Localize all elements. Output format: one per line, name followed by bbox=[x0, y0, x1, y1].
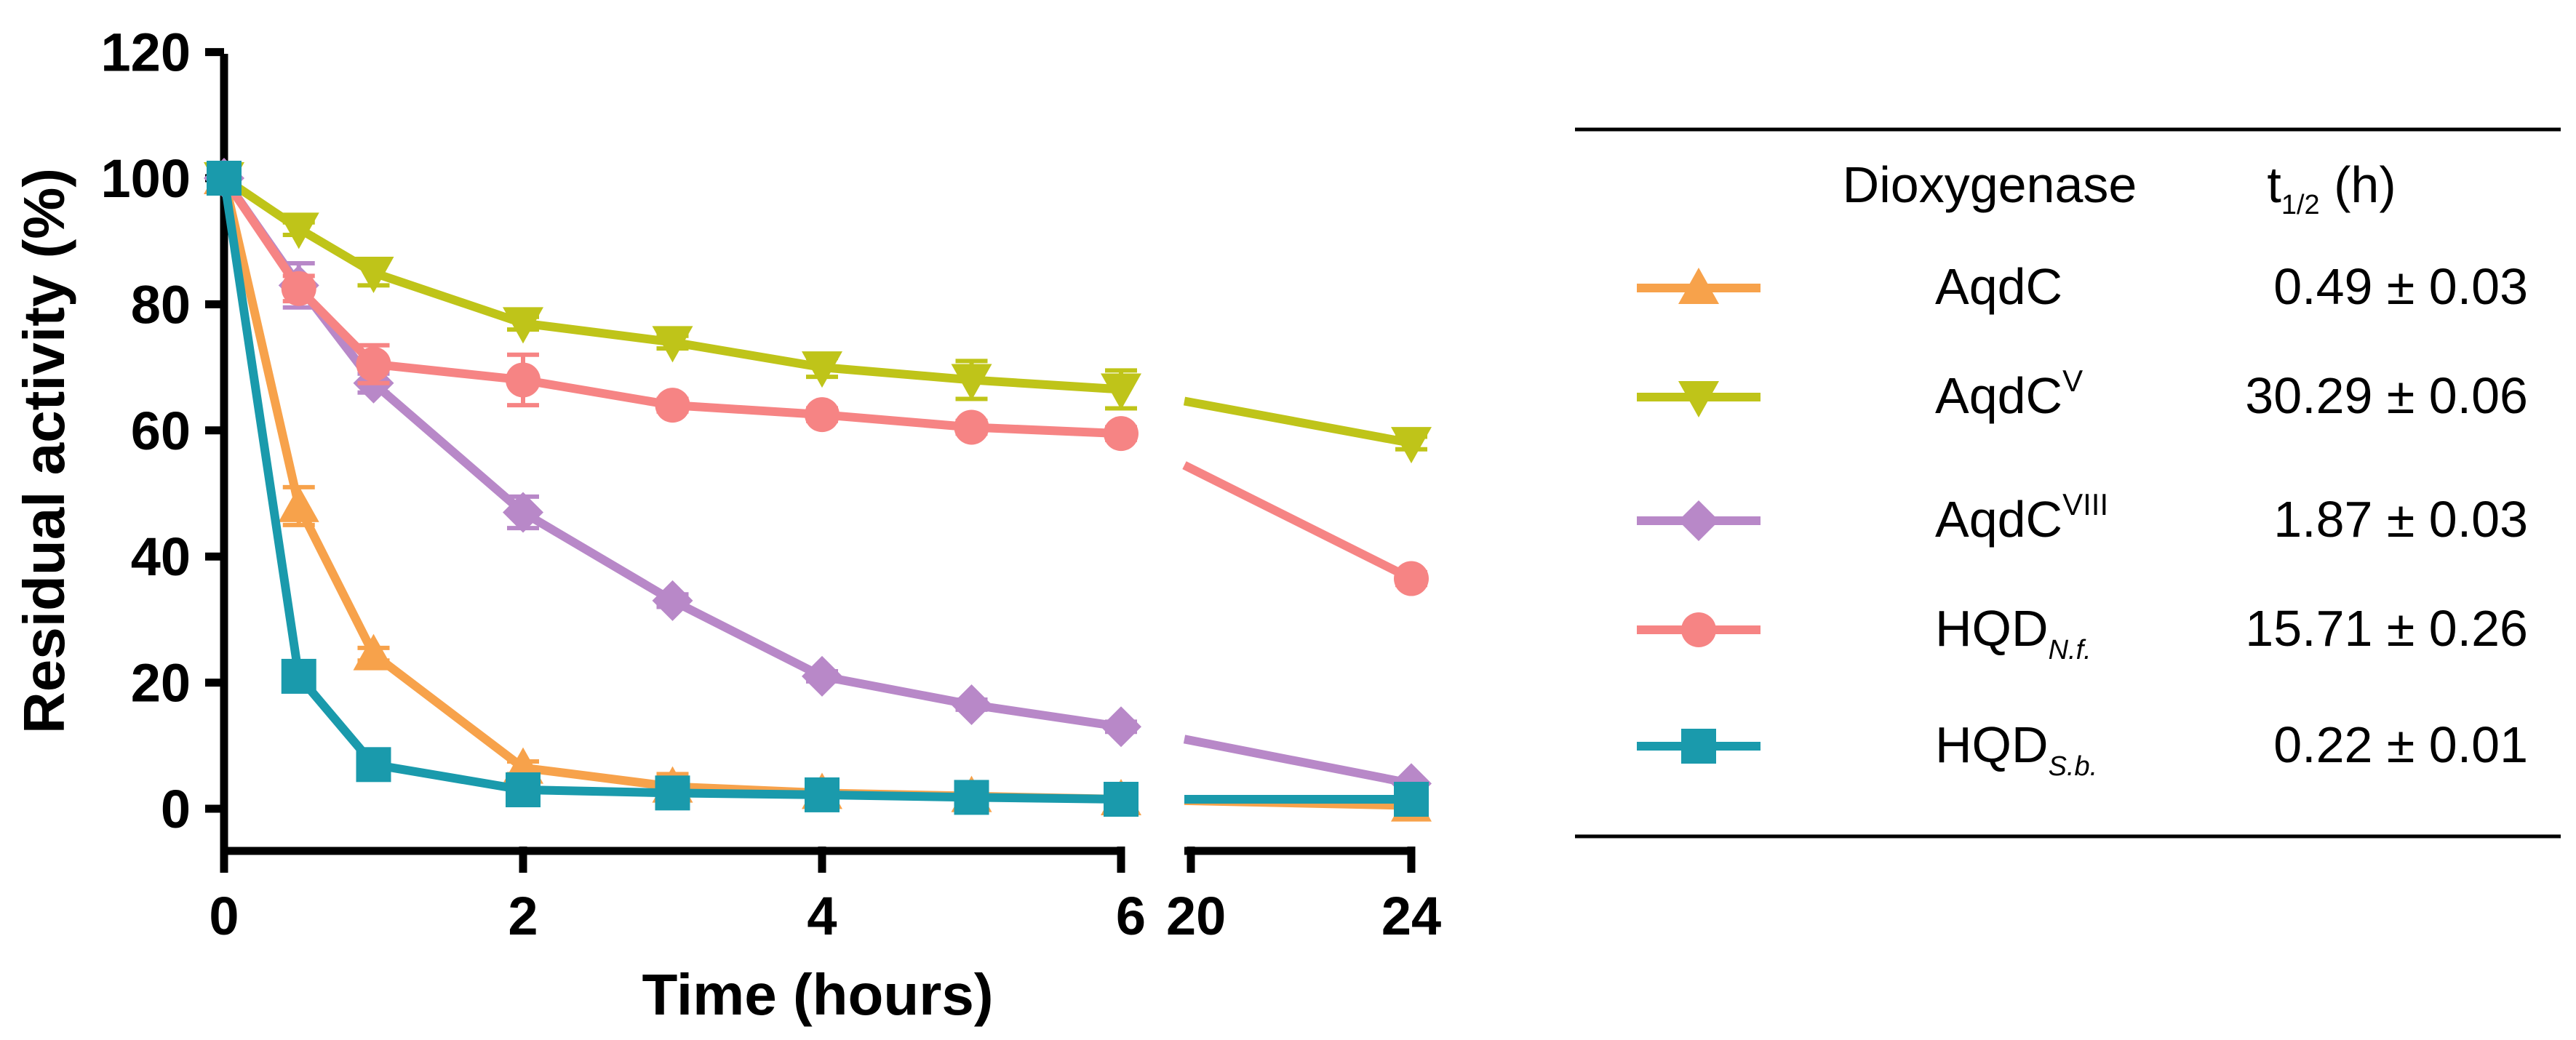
table-row: AqdCVIII 1.87 ± 0.03 bbox=[1637, 487, 2528, 548]
y-tick-label-60: 60 bbox=[131, 401, 191, 461]
table-row: HQDS.b. 0.22 ± 0.01 bbox=[1637, 716, 2528, 782]
table-row-value: 0.22 ± 0.01 bbox=[2273, 716, 2528, 773]
y-axis: 0 20 40 60 80 100 120 bbox=[101, 23, 228, 851]
legend-table: Dioxygenase t1/2 (h) AqdC 0.49 ± 0.03AqdC… bbox=[1575, 127, 2561, 839]
data-point bbox=[802, 655, 842, 697]
x-tick-label-24: 24 bbox=[1381, 886, 1441, 946]
table-row-name: AqdCV bbox=[1935, 364, 2083, 424]
table-row: HQDN.f. 15.71 ± 0.26 bbox=[1637, 600, 2528, 665]
y-tick-label-100: 100 bbox=[101, 148, 191, 209]
data-point bbox=[655, 388, 690, 423]
data-point bbox=[356, 747, 391, 783]
y-axis-title: Residual activity (%) bbox=[12, 168, 76, 734]
data-point bbox=[802, 351, 842, 388]
series-3 bbox=[204, 158, 1432, 804]
plot-area bbox=[204, 158, 1432, 822]
data-point bbox=[503, 492, 543, 533]
data-point bbox=[506, 772, 541, 807]
x-ticks: 0 2 4 6 20 24 bbox=[209, 847, 1441, 946]
y-tick-label-80: 80 bbox=[131, 274, 191, 335]
data-point bbox=[356, 346, 391, 382]
data-point bbox=[655, 775, 690, 811]
x-axis: 0 2 4 6 20 24 bbox=[209, 847, 1441, 946]
x-tick-label-6: 6 bbox=[1116, 886, 1146, 946]
data-point bbox=[805, 397, 840, 433]
table-row-value: 30.29 ± 0.06 bbox=[2245, 367, 2528, 424]
y-tick-label-0: 0 bbox=[161, 779, 191, 839]
series-3-line-b bbox=[1183, 735, 1413, 788]
data-point bbox=[207, 161, 242, 196]
data-point bbox=[1104, 416, 1139, 452]
data-point bbox=[951, 684, 992, 725]
data-point bbox=[506, 362, 541, 398]
table-header-value: t1/2 (h) bbox=[2267, 156, 2396, 220]
table-row-value: 1.87 ± 0.03 bbox=[2273, 491, 2528, 548]
series-5 bbox=[207, 161, 1429, 817]
legend-swatch-marker bbox=[1678, 500, 1719, 541]
data-point bbox=[353, 257, 394, 294]
x-tick-label-2: 2 bbox=[508, 886, 538, 946]
data-point bbox=[1394, 781, 1429, 817]
table-row: AqdC 0.49 ± 0.03 bbox=[1637, 258, 2528, 315]
data-point bbox=[652, 580, 693, 621]
y-tick-label-120: 120 bbox=[101, 23, 191, 83]
y-tick-label-40: 40 bbox=[131, 527, 191, 587]
x-tick-label-0: 0 bbox=[209, 886, 239, 946]
data-point bbox=[1391, 427, 1432, 464]
data-point bbox=[1104, 781, 1139, 817]
legend-swatch-marker bbox=[1681, 612, 1716, 647]
legend-swatch-marker bbox=[1678, 268, 1719, 304]
data-point bbox=[281, 658, 316, 694]
legend-swatch-marker bbox=[1681, 729, 1716, 764]
data-point bbox=[278, 485, 319, 522]
x-tick-label-4: 4 bbox=[807, 886, 837, 946]
table-row-name: HQDS.b. bbox=[1935, 716, 2097, 782]
table-row-value: 0.49 ± 0.03 bbox=[2273, 258, 2528, 315]
data-point bbox=[954, 409, 989, 445]
legend-swatch-marker bbox=[1678, 381, 1719, 417]
x-tick-label-20: 20 bbox=[1166, 886, 1226, 946]
data-point bbox=[805, 777, 840, 812]
data-point bbox=[951, 364, 992, 401]
data-point bbox=[954, 780, 989, 815]
table-header-name: Dioxygenase bbox=[1843, 156, 2137, 213]
data-point bbox=[353, 633, 394, 671]
table-rows: AqdC 0.49 ± 0.03 AqdCV 30.29 ± 0.06 AqdCVIII… bbox=[1637, 258, 2528, 782]
table-row-name: HQDN.f. bbox=[1935, 600, 2091, 665]
data-point bbox=[652, 326, 693, 363]
x-axis-title: Time (hours) bbox=[642, 962, 993, 1027]
series-2-line-b bbox=[1183, 396, 1413, 448]
data-point bbox=[503, 307, 543, 344]
data-point bbox=[1101, 706, 1141, 748]
y-ticks: 0 20 40 60 80 100 120 bbox=[101, 23, 224, 839]
table-row-name: AqdC bbox=[1935, 258, 2062, 315]
data-point bbox=[278, 212, 319, 249]
series-4-line-b bbox=[1182, 461, 1413, 583]
y-tick-label-20: 20 bbox=[131, 653, 191, 713]
table-row: AqdCV 30.29 ± 0.06 bbox=[1637, 364, 2528, 424]
data-point bbox=[1394, 561, 1429, 596]
table-row-name: AqdCVIII bbox=[1935, 487, 2108, 548]
table-row-value: 15.71 ± 0.26 bbox=[2245, 600, 2528, 657]
series-4 bbox=[207, 161, 1429, 596]
data-point bbox=[1101, 373, 1141, 410]
data-point bbox=[281, 271, 316, 306]
